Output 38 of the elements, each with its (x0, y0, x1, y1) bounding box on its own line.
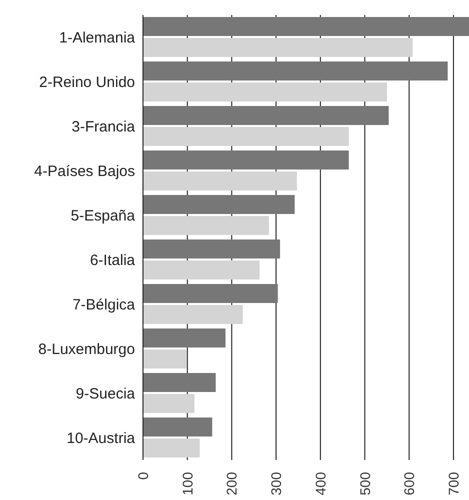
bar (143, 418, 212, 436)
x-tick-label: 600 (401, 472, 418, 496)
bar (143, 438, 200, 458)
bar (143, 195, 295, 214)
bar (143, 260, 260, 280)
bar (143, 373, 216, 392)
y-tick-label: 4-Países Bajos (34, 163, 135, 180)
y-tick-label: 8-Luxemburgo (38, 341, 135, 358)
y-tick-label: 2-Reino Unido (39, 74, 135, 92)
bar (143, 106, 389, 125)
bar (143, 127, 349, 146)
y-tick-label: 3-Francia (72, 118, 136, 136)
x-tick-label: 0 (135, 472, 151, 480)
y-tick-label: 5-España (70, 208, 136, 225)
bar (143, 216, 269, 235)
bar (143, 82, 387, 102)
x-tick-label: 400 (312, 472, 328, 496)
bar (143, 305, 243, 324)
bar (143, 150, 349, 170)
y-tick-label: 6-Italia (90, 252, 136, 270)
y-tick-label: 10-Austria (66, 430, 136, 448)
bar (143, 394, 194, 413)
x-tick-label: 200 (224, 472, 240, 496)
x-tick-label: 500 (356, 472, 373, 496)
bar (143, 172, 297, 190)
bar (143, 38, 413, 57)
y-tick-label: 1-Alemania (59, 30, 136, 47)
bar (143, 240, 280, 258)
bar (143, 350, 186, 368)
bar (143, 17, 469, 36)
bar (143, 284, 278, 303)
x-tick-label: 300 (268, 472, 284, 496)
y-tick-label: 7-Bélgica (72, 296, 136, 314)
x-tick-label: 700 (445, 472, 462, 496)
y-tick-label: 9-Suecia (76, 386, 136, 403)
bar (143, 328, 226, 348)
x-tick-label: 100 (179, 472, 196, 496)
bar (143, 62, 448, 80)
